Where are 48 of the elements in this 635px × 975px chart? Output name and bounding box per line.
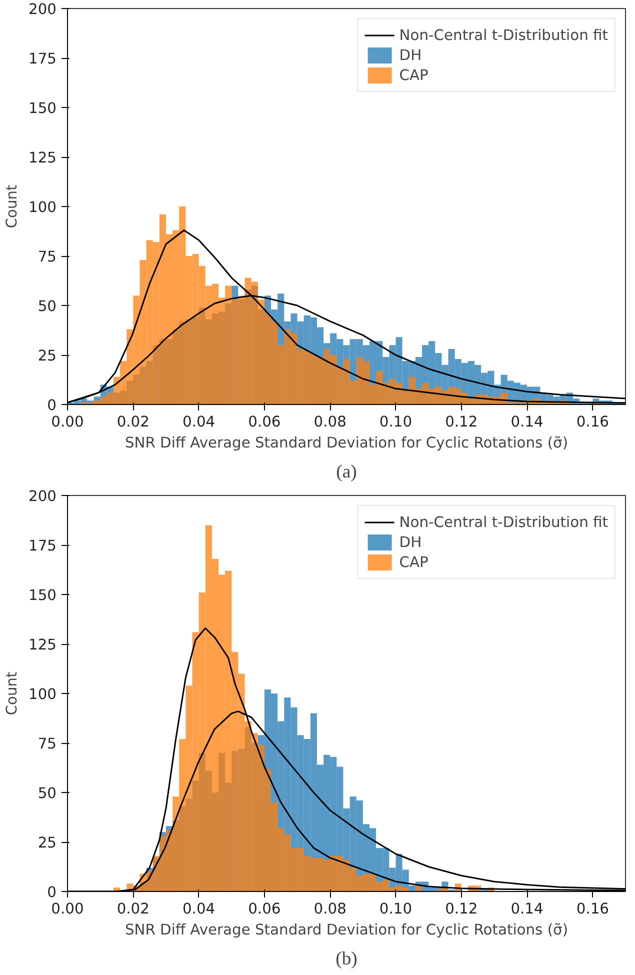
x-tick-label: 0.02 [116, 900, 150, 918]
text: (b) [336, 948, 358, 970]
y-tick-label: 75 [38, 248, 57, 266]
y-axis-title: Count [4, 671, 21, 716]
text: (a) [336, 462, 357, 482]
x-tick-label: 0.08 [314, 414, 346, 430]
y-tick-label: 50 [38, 298, 57, 315]
x-tick-label: 0.00 [51, 414, 84, 430]
y-tick-label: 200 [28, 488, 57, 505]
x-tick-label: 0.14 [510, 900, 544, 918]
x-tick-label: 0.10 [379, 900, 412, 918]
y-tick-label: 100 [28, 199, 57, 216]
y-tick-label: 0 [47, 884, 57, 901]
y-axis-title: Count [4, 184, 21, 228]
x-tick-label: 0.08 [314, 900, 346, 918]
y-tick-label: 125 [28, 636, 57, 654]
x-axis-title: SNR Diff Average Standard Deviation for Cyclic Rotations (σ̃) [124, 922, 568, 938]
x-tick-label: 0.02 [116, 414, 150, 430]
y-tick-label: 150 [28, 587, 57, 604]
x-tick-label: 0.04 [182, 900, 216, 918]
y-tick-label: 25 [38, 348, 57, 364]
x-tick-label: 0.16 [576, 414, 609, 430]
y-tick-label: 175 [28, 538, 57, 554]
legend-label: DH [399, 534, 422, 550]
x-tick-label: 0.16 [576, 900, 609, 918]
x-tick-label: 0.00 [51, 900, 84, 918]
y-tick-label: 25 [38, 834, 57, 852]
x-tick-label: 0.14 [510, 414, 544, 430]
y-tick-label: 175 [28, 50, 57, 68]
y-tick-label: 50 [38, 785, 57, 802]
x-tick-label: 0.06 [248, 900, 281, 918]
y-tick-label: 125 [28, 150, 57, 166]
y-tick-label: 0 [47, 397, 57, 414]
y-tick-label: 200 [28, 1, 57, 18]
y-tick-label: 150 [28, 100, 57, 117]
legend-label: Non-Central t-Distribution fit [399, 26, 608, 44]
x-tick-label: 0.06 [248, 414, 281, 430]
x-tick-label: 0.12 [445, 414, 478, 430]
x-tick-label: 0.04 [182, 414, 216, 430]
legend-label: Non-Central t-Distribution fit [399, 514, 608, 530]
y-tick-label: 75 [38, 736, 57, 752]
legend-label: CAP [399, 66, 428, 84]
x-tick-label: 0.12 [445, 900, 478, 918]
legend-label: DH [399, 46, 422, 64]
y-tick-label: 100 [28, 686, 57, 703]
x-tick-label: 0.10 [379, 414, 412, 430]
x-axis-title: SNR Diff Average Standard Deviation for Cyclic Rotations (σ̃) [124, 434, 568, 452]
legend-label: CAP [399, 554, 428, 570]
